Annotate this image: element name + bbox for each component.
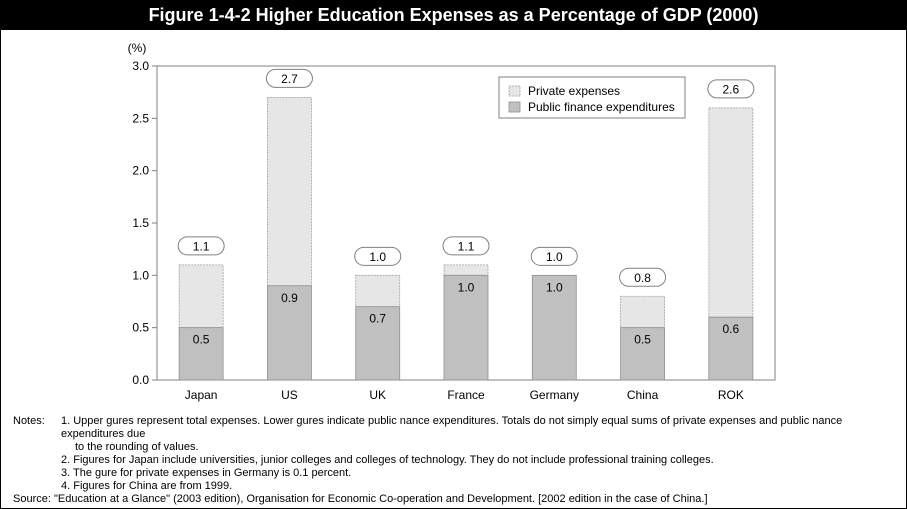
bar-total-label-box [530,246,578,266]
bar-total-value-label: 1.1 [458,239,475,253]
bar-total-value-label: 2.7 [281,72,298,86]
bar-private-expenses [267,97,312,287]
bar-private-expenses [178,264,224,329]
bar-total-value-label: 2.6 [723,82,740,96]
bar-private-expenses [620,295,665,329]
bar-public-value-label: 0.5 [634,333,651,347]
bar-total-value-label: 1.0 [546,250,563,264]
bar-public-value-label: 0.5 [193,333,210,347]
bar-public-value-label: 0.7 [369,312,386,326]
notes-section: Notes: 1. Upper gures represent total ex… [13,415,903,506]
bar-public-finance [178,327,224,381]
x-category-label: ROK [718,388,744,402]
y-tick-label: 2.5 [132,111,149,125]
bar-total-label-box [619,267,667,287]
bar-total-label-box [177,236,225,256]
y-tick-label: 3.0 [132,59,149,73]
note-1: 1. Upper gures represent total expenses.… [61,415,843,440]
bar-private-expenses [355,274,401,308]
bar-total-value-label: 1.0 [369,250,386,264]
note-2: 2. Figures for Japan include universitie… [61,454,714,466]
bar-public-finance [443,274,489,381]
chart-area: (%) 0.0 0.5 1.0 1.5 2.0 2.5 3.0 0.5 1.1 Japan 0.9 2.… [9,32,897,410]
bar-total-value-label: 0.8 [634,271,651,285]
legend-label-private: Private expenses [528,84,620,98]
y-tick-label: 1.0 [132,268,149,282]
x-category-label: Germany [530,388,579,402]
bar-public-finance [355,306,401,381]
x-category-label: Japan [185,388,218,402]
x-category-label: China [627,388,659,402]
source-note: Source: "Education at a Glance" (2003 ed… [13,493,708,505]
notes-label: Notes: [13,415,45,427]
y-tick-label: 0.0 [132,373,149,387]
legend-box [498,76,686,119]
bar-public-finance [620,327,665,381]
bar-public-finance [708,316,754,381]
note-3: 3. The gure for private expenses in Germ… [61,467,352,479]
bar-total-label-box [354,246,402,266]
bar-public-value-label: 1.0 [546,280,563,294]
legend-label-public: Public finance expenditures [528,100,675,114]
bar-public-value-label: 1.0 [458,280,475,294]
note-4: 4. Figures for China are from 1999. [61,480,233,492]
chart-svg: (%) 0.0 0.5 1.0 1.5 2.0 2.5 3.0 0.5 1.1 Japan 0.9 2.… [128,41,776,402]
x-category-label: France [447,388,485,402]
bar-public-finance [531,274,577,381]
bar-public-value-label: 0.6 [723,322,740,336]
bar-private-expenses [708,107,754,318]
x-category-label: US [281,388,298,402]
bar-total-label-box [707,79,755,99]
note-1-continued: to the rounding of values. [75,441,199,453]
x-category-label: UK [369,388,386,402]
bar-private-expenses [443,264,489,276]
y-tick-label: 2.0 [132,164,149,178]
figure-title: Figure 1-4-2 Higher Education Expenses a… [1,1,906,30]
bar-total-label-box [442,236,490,256]
bar-total-value-label: 1.1 [193,239,210,253]
bar-total-label-box [265,68,313,88]
bar-public-value-label: 0.9 [281,291,298,305]
bar-public-finance [267,285,312,381]
legend-swatch-private [508,85,521,97]
y-tick-label: 0.5 [132,321,149,335]
y-tick-label: 1.5 [132,216,149,230]
y-axis-unit-label: (%) [128,41,147,55]
legend-swatch-public [508,101,521,113]
